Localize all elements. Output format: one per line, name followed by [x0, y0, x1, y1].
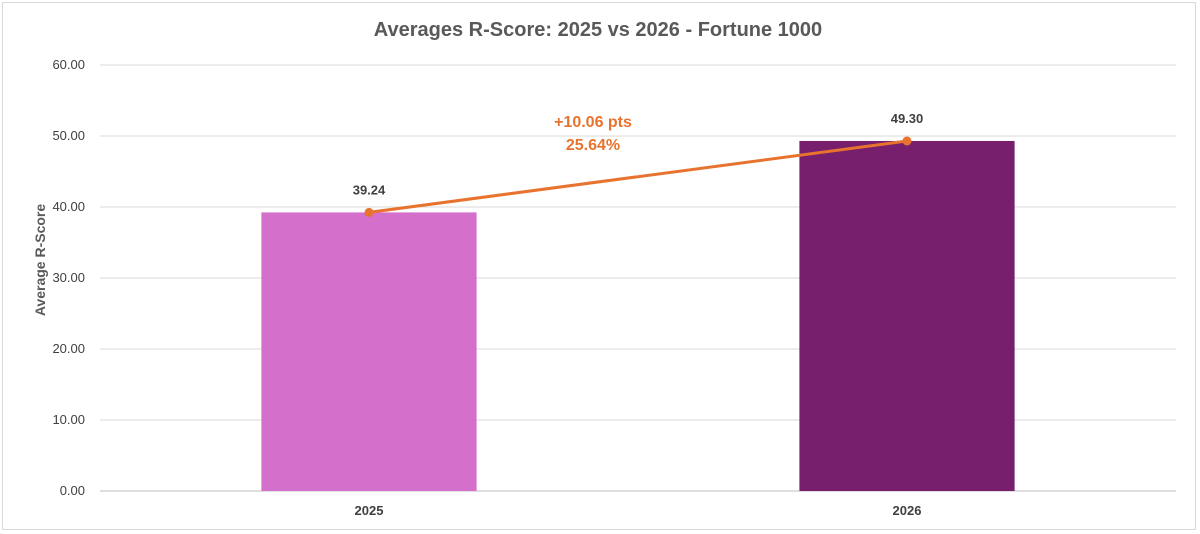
trend-point-2026	[902, 136, 912, 146]
y-tick-label: 40.00	[52, 199, 85, 214]
bars	[261, 140, 1015, 491]
x-axis-categories: 2025 2026	[355, 503, 922, 518]
chart-title: Averages R-Score: 2025 vs 2026 - Fortune…	[374, 19, 822, 41]
x-category-label: 2026	[893, 503, 922, 518]
y-tick-label: 0.00	[60, 483, 85, 498]
y-tick-label: 20.00	[52, 341, 85, 356]
y-tick-label: 10.00	[52, 412, 85, 427]
y-tick-label: 30.00	[52, 270, 85, 285]
x-category-label: 2025	[355, 503, 384, 518]
y-axis-title: Average R-Score	[32, 204, 48, 317]
data-label-2026: 49.30	[891, 111, 924, 126]
y-axis-ticks: 0.00 10.00 20.00 30.00 40.00 50.00 60.00	[52, 57, 85, 498]
data-labels: 39.24 49.30	[353, 111, 924, 197]
trend-line	[364, 136, 912, 217]
bar-2025	[261, 212, 477, 491]
y-tick-label: 60.00	[52, 57, 85, 72]
y-tick-label: 50.00	[52, 128, 85, 143]
change-annotation-percent: 25.64%	[566, 137, 620, 154]
trend-line-path	[368, 139, 908, 214]
trend-point-2025	[364, 207, 374, 217]
change-annotation-points: +10.06 pts	[554, 114, 632, 131]
data-label-2025: 39.24	[353, 182, 386, 197]
bar-2026	[799, 140, 1015, 491]
